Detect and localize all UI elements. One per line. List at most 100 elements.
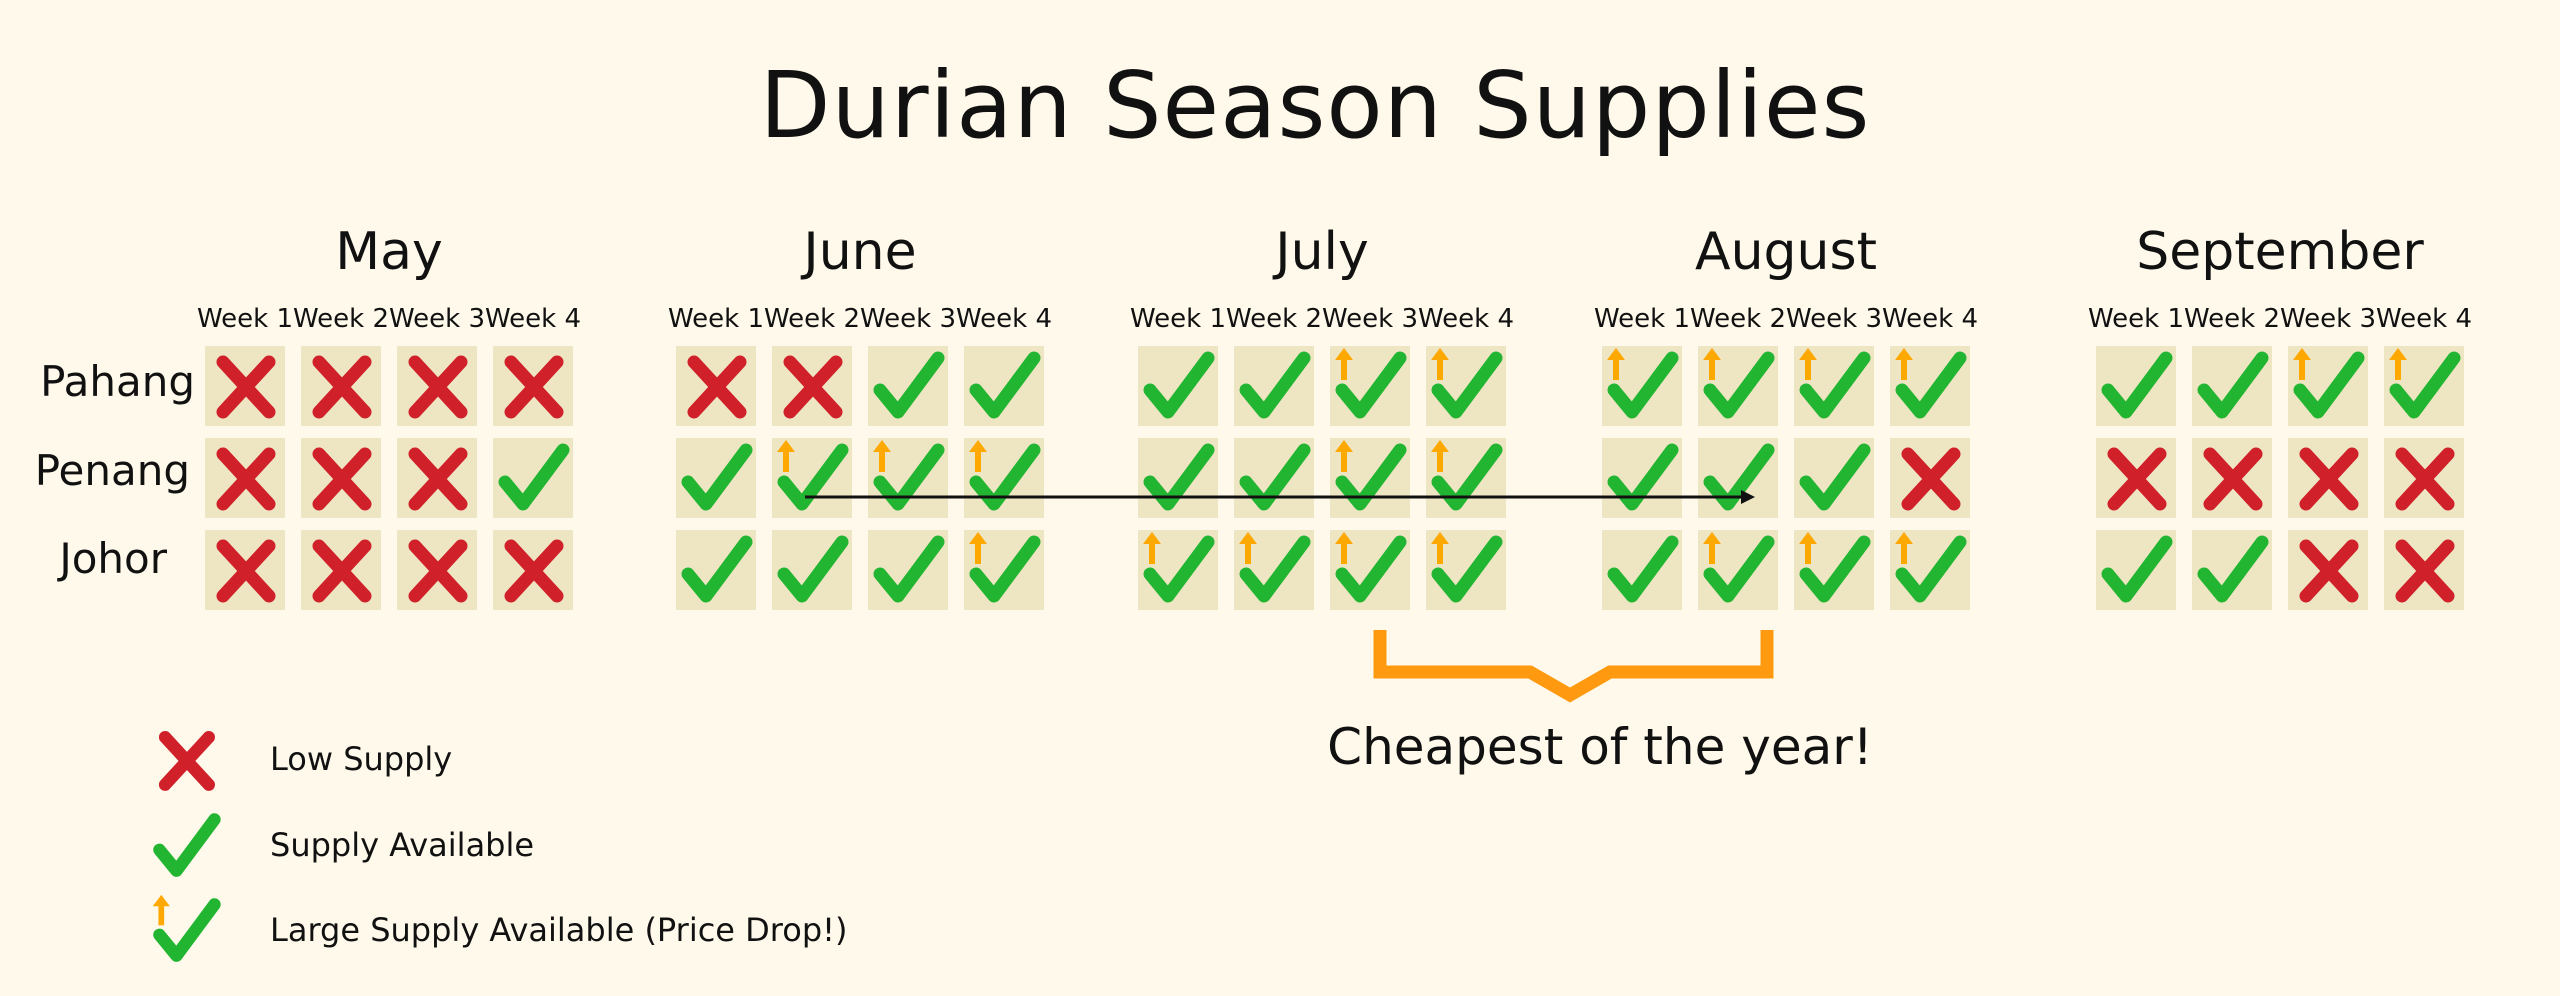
cross-icon bbox=[2299, 539, 2359, 603]
cross-icon bbox=[312, 447, 372, 511]
region-label: Johor bbox=[59, 534, 167, 583]
arrow-check-icon bbox=[873, 440, 945, 511]
check-icon bbox=[1607, 535, 1679, 603]
arrow-check-icon bbox=[1431, 532, 1503, 603]
cross-icon bbox=[2299, 447, 2359, 511]
cross-icon bbox=[408, 539, 468, 603]
region-label: Pahang bbox=[40, 357, 195, 406]
check-icon bbox=[1607, 443, 1679, 511]
price-drop-cell bbox=[1330, 438, 1410, 518]
price-drop-cell bbox=[1426, 346, 1506, 426]
price-drop-cell bbox=[772, 438, 852, 518]
price-drop-cell bbox=[964, 438, 1044, 518]
legend-label: Large Supply Available (Price Drop!) bbox=[270, 911, 848, 949]
cross-icon bbox=[2395, 539, 2455, 603]
supply-available-cell bbox=[1138, 346, 1218, 426]
cross-icon bbox=[687, 355, 747, 419]
supply-available-cell bbox=[1234, 346, 1314, 426]
low-supply-cell bbox=[772, 346, 852, 426]
cross-icon bbox=[408, 355, 468, 419]
price-drop-cell bbox=[1890, 346, 1970, 426]
check-icon bbox=[1799, 443, 1871, 511]
cross-icon bbox=[783, 355, 843, 419]
cross-icon bbox=[312, 355, 372, 419]
week-label: Week 2 bbox=[2184, 304, 2281, 334]
legend-check-icon bbox=[148, 808, 224, 888]
arrow-check-icon bbox=[1799, 348, 1871, 419]
week-label: Week 4 bbox=[485, 304, 582, 334]
low-supply-cell bbox=[2192, 438, 2272, 518]
week-label: Week 3 bbox=[1322, 304, 1419, 334]
low-supply-cell bbox=[301, 530, 381, 610]
cross-icon bbox=[216, 355, 276, 419]
low-supply-cell bbox=[493, 530, 573, 610]
price-drop-cell bbox=[1794, 530, 1874, 610]
supply-available-cell bbox=[1234, 438, 1314, 518]
arrow-check-icon bbox=[1607, 348, 1679, 419]
arrow-check-icon bbox=[969, 532, 1041, 603]
legend-label: Supply Available bbox=[270, 826, 535, 864]
legend-cross-icon bbox=[148, 722, 224, 802]
arrowhead-icon bbox=[1741, 490, 1755, 504]
arrow-check-icon bbox=[1239, 532, 1311, 603]
month-title: May bbox=[335, 222, 443, 282]
supply-available-cell bbox=[2192, 346, 2272, 426]
supply-available-cell bbox=[1698, 438, 1778, 518]
low-supply-cell bbox=[301, 438, 381, 518]
low-supply-cell bbox=[493, 346, 573, 426]
low-supply-cell bbox=[2384, 530, 2464, 610]
arrow-check-icon bbox=[1703, 532, 1775, 603]
week-label: Week 4 bbox=[2376, 304, 2473, 334]
low-supply-cell bbox=[1890, 438, 1970, 518]
page-title: Durian Season Supplies bbox=[759, 52, 1871, 159]
month-title: June bbox=[803, 222, 917, 282]
week-label: Week 2 bbox=[764, 304, 861, 334]
low-supply-cell bbox=[2288, 530, 2368, 610]
check-icon bbox=[873, 351, 945, 419]
arrow-check-icon bbox=[1335, 348, 1407, 419]
check-icon bbox=[2101, 535, 2173, 603]
region-label: Penang bbox=[34, 446, 190, 495]
low-supply-cell bbox=[2384, 438, 2464, 518]
price-drop-cell bbox=[2288, 346, 2368, 426]
price-drop-cell bbox=[868, 438, 948, 518]
week-label: Week 4 bbox=[1882, 304, 1979, 334]
price-drop-cell bbox=[1426, 530, 1506, 610]
cross-icon bbox=[2107, 447, 2167, 511]
arrow-check-icon bbox=[1895, 348, 1967, 419]
supply-available-cell bbox=[1602, 530, 1682, 610]
week-label: Week 3 bbox=[1786, 304, 1883, 334]
check-icon bbox=[1143, 443, 1215, 511]
low-supply-cell bbox=[397, 438, 477, 518]
supply-available-cell bbox=[1794, 438, 1874, 518]
price-drop-cell bbox=[1698, 346, 1778, 426]
supply-available-cell bbox=[868, 346, 948, 426]
arrow-check-icon bbox=[969, 440, 1041, 511]
check-icon bbox=[1143, 351, 1215, 419]
week-label: Week 2 bbox=[1226, 304, 1323, 334]
arrow-check-icon bbox=[1799, 532, 1871, 603]
arrow-check-icon bbox=[2389, 348, 2461, 419]
check-icon bbox=[498, 443, 570, 511]
price-drop-cell bbox=[2384, 346, 2464, 426]
week-label: Week 2 bbox=[293, 304, 390, 334]
price-drop-cell bbox=[1890, 530, 1970, 610]
arrow-check-icon bbox=[1431, 440, 1503, 511]
check-icon bbox=[969, 351, 1041, 419]
supply-available-cell bbox=[2192, 530, 2272, 610]
arrow-check-icon bbox=[1143, 532, 1215, 603]
supply-available-cell bbox=[1602, 438, 1682, 518]
low-supply-cell bbox=[205, 438, 285, 518]
check-icon bbox=[873, 535, 945, 603]
check-icon bbox=[2197, 535, 2269, 603]
week-label: Week 3 bbox=[389, 304, 486, 334]
supply-available-cell bbox=[868, 530, 948, 610]
arrow-check-icon bbox=[1895, 532, 1967, 603]
arrow-check-icon bbox=[1335, 440, 1407, 511]
month-title: August bbox=[1695, 222, 1877, 282]
arrow-check-icon bbox=[1431, 348, 1503, 419]
supply-available-cell bbox=[676, 530, 756, 610]
cheapest-bracket bbox=[1373, 630, 1774, 703]
week-label: Week 3 bbox=[860, 304, 957, 334]
week-label: Week 1 bbox=[1130, 304, 1227, 334]
